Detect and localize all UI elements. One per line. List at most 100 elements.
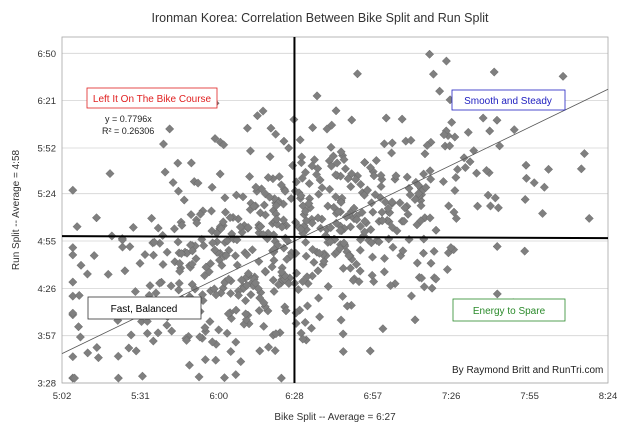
y-tick-label: 4:55 [38,237,57,248]
scatter-point [521,173,531,183]
scatter-point [383,203,393,213]
scatter-point [74,290,84,300]
quadrant-label-bottom-left: Fast, Balanced [87,296,202,320]
scatter-point [256,222,266,232]
scatter-point [398,246,408,256]
scatter-point [194,372,204,382]
scatter-point [258,106,268,116]
scatter-point [339,238,349,248]
scatter-point [231,190,241,200]
scatter-point [469,146,479,156]
scatter-point [300,317,310,327]
scatter-point [92,213,101,223]
scatter-point [251,182,261,192]
scatter-point [473,201,483,211]
scatter-point [438,177,448,187]
scatter-point [230,251,240,261]
scatter-point [298,334,308,344]
scatter-point [451,213,461,223]
scatter-point [293,285,303,295]
scatter-point [520,195,530,204]
scatter-point [463,127,473,137]
scatter-point [315,175,325,185]
scatter-point [266,123,276,133]
scatter-point [388,242,398,252]
scatter-point [331,106,341,116]
scatter-point [235,222,245,232]
scatter-point [103,269,113,279]
scatter-point [271,329,281,339]
quadrant-label-top-left: Left It On The Bike Course [86,87,218,109]
scatter-point [174,285,184,295]
scatter-point [490,193,500,203]
scatter-point [509,125,519,135]
scatter-point [307,161,317,171]
scatter-point [259,321,269,331]
scatter-point [267,262,277,272]
scatter-point [296,191,306,201]
scatter-point [378,324,388,334]
scatter-point [124,343,134,353]
scatter-point [148,250,158,260]
scatter-point [309,257,319,267]
scatter-point [211,355,221,365]
scatter-point [366,238,376,248]
scatter-point [118,242,128,252]
scatter-point [329,202,339,212]
scatter-point [265,192,275,202]
scatter-point [159,139,168,149]
scatter-point [346,182,356,192]
y-tick-label: 5:24 [38,189,57,200]
scatter-point [301,251,311,261]
scatter-point [428,69,438,79]
scatter-point [441,56,451,66]
scatter-point [397,114,407,124]
scatter-point [272,219,282,229]
scatter-point [381,113,391,123]
scatter-point [420,149,430,159]
scatter-point [314,293,324,303]
scatter-point [403,209,413,219]
scatter-point [280,186,290,196]
scatter-point [140,250,150,260]
scatter-point [482,166,491,175]
scatter-point [338,347,348,357]
scatter-point [400,203,410,213]
x-tick-label: 5:31 [131,391,150,402]
data-points [68,49,594,383]
scatter-point [325,184,335,194]
scatter-point [444,201,454,211]
scatter-point [279,136,289,146]
scatter-point [187,246,197,256]
scatter-point [584,213,594,223]
scatter-point [298,277,308,286]
scatter-point [269,244,279,254]
scatter-point [308,123,318,133]
scatter-point [70,373,80,383]
scatter-point [402,172,412,182]
scatter-point [243,269,253,279]
scatter-point [68,250,78,260]
scatter-point [168,178,178,188]
scatter-point [300,167,310,177]
scatter-point [276,180,286,190]
quadrant-label-text-top-right: Smooth and Steady [464,96,552,107]
scatter-point [376,170,386,180]
scatter-point [326,142,336,152]
scatter-point [195,332,205,342]
scatter-point [68,352,78,362]
scatter-point [579,149,589,159]
scatter-point [405,190,415,200]
scatter-point [219,140,229,150]
scatter-point [425,213,435,223]
scatter-point [175,266,185,276]
scatter-point [426,174,436,184]
scatter-point [193,178,203,188]
scatter-point [338,329,348,339]
scatter-point [442,265,452,275]
scatter-point [169,224,179,234]
scatter-point [252,111,262,121]
scatter-point [379,267,389,277]
scatter-point [529,178,539,188]
scatter-point [421,182,431,192]
